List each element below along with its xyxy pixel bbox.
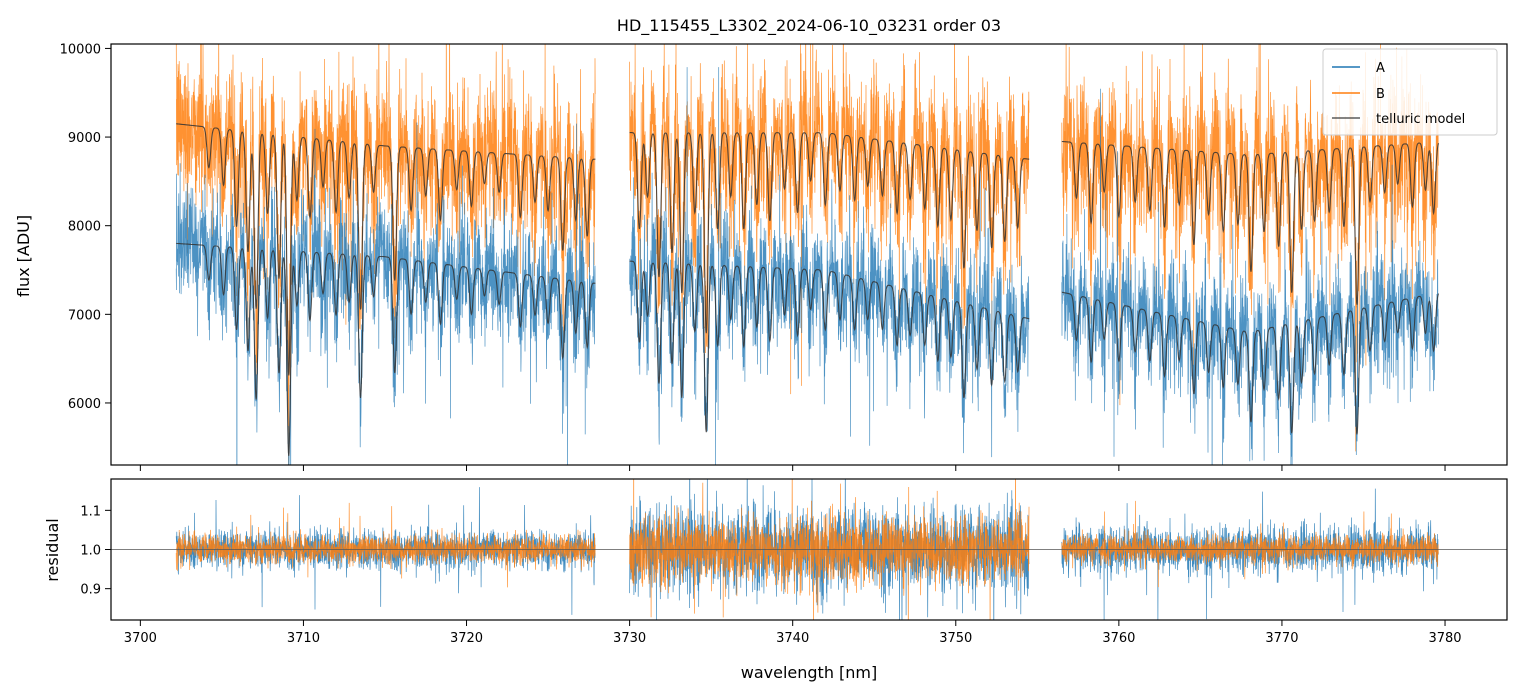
flux-frame — [110, 43, 1508, 466]
x-tick-label: 3730 — [613, 631, 646, 646]
x-tick-label: 3750 — [939, 631, 972, 646]
x-tick-label: 3710 — [287, 631, 320, 646]
legend-label-telluric: telluric model — [1376, 112, 1465, 127]
legend-label-b: B — [1376, 87, 1385, 102]
residual-panel: 0.91.01.1 3700 3710 3720 3730 3740 3750 3760 37… — [43, 478, 1508, 682]
residual-y-tick-label: 0.9 — [80, 583, 101, 598]
x-tick-label: 3780 — [1428, 631, 1461, 646]
residual-x-ticks: 3700 3710 3720 3730 3740 3750 3760 3770 3780 — [124, 620, 1462, 646]
flux-y-ticks: 6000 7000 8000 9000 10000 — [60, 42, 111, 412]
legend: A B telluric model — [1322, 48, 1498, 136]
flux-y-tick-label: 10000 — [60, 42, 101, 57]
x-tick-label: 3700 — [124, 631, 157, 646]
legend-label-a: A — [1376, 61, 1385, 76]
flux-y-tick-label: 8000 — [68, 220, 101, 235]
legend-box — [1322, 48, 1498, 136]
flux-y-tick-label: 7000 — [68, 308, 101, 323]
flux-data-layer — [175, 44, 1440, 465]
x-tick-label: 3770 — [1265, 631, 1298, 646]
residual-data-layer — [111, 479, 1507, 620]
residual-y-tick-label: 1.0 — [80, 544, 101, 559]
residual-y-tick-label: 1.1 — [80, 504, 101, 519]
flux-y-tick-label: 6000 — [68, 397, 101, 412]
x-axis-label: wavelength [nm] — [741, 663, 878, 682]
telluric-model-b — [176, 123, 1440, 376]
flux-panel: 6000 7000 8000 9000 10000 flux [ADU] A B tel… — [14, 42, 1508, 471]
residual-y-axis-label: residual — [43, 518, 62, 581]
flux-y-axis-label: flux [ADU] — [14, 215, 33, 297]
residual-y-ticks: 0.9 1.0 1.1 — [80, 504, 111, 598]
x-tick-label: 3760 — [1102, 631, 1135, 646]
x-tick-label: 3740 — [776, 631, 809, 646]
x-tick-label: 3720 — [450, 631, 483, 646]
telluric-model-a — [176, 242, 1440, 456]
flux-y-tick-label: 9000 — [68, 131, 101, 146]
chart-title: HD_115455_L3302_2024-06-10_03231 order 0… — [617, 16, 1001, 36]
flux-x-ticks — [139, 465, 1446, 471]
